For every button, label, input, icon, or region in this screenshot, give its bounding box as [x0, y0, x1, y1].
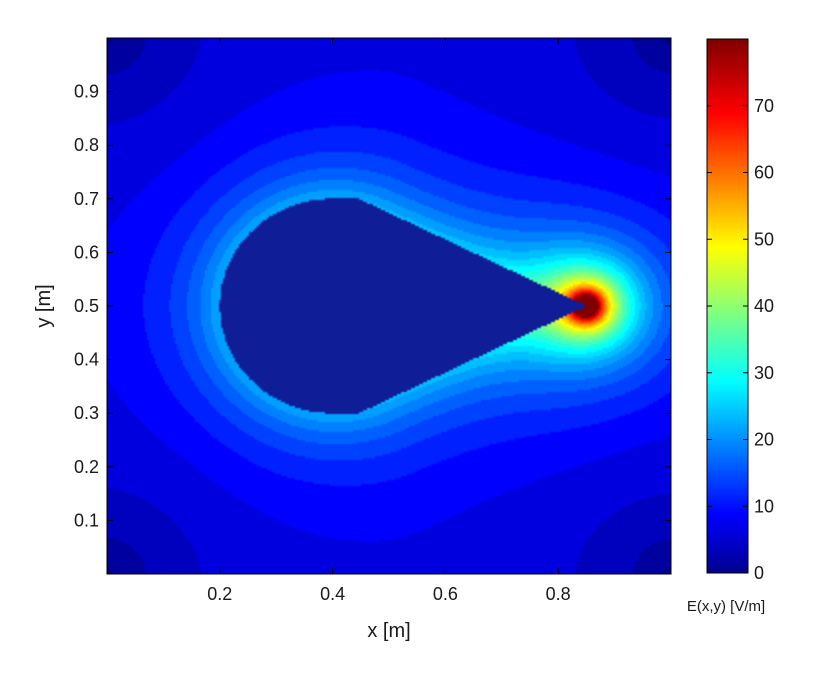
y-tick-label: 0.4 — [74, 350, 99, 370]
x-tick-label: 0.8 — [546, 584, 571, 604]
y-axis-label: y [m] — [33, 284, 55, 327]
colorbar-tick-label: 50 — [754, 229, 774, 249]
colorbar-tick-label: 60 — [754, 163, 774, 183]
x-tick-label: 0.6 — [433, 584, 458, 604]
y-tick-label: 0.1 — [74, 510, 99, 530]
y-axis-ticks: 0.1 0.2 0.3 0.4 0.5 0.6 0.7 0.8 0.9 — [74, 82, 671, 530]
colorbar-tick-label: 70 — [754, 96, 774, 116]
x-tick-label: 0.2 — [207, 584, 232, 604]
colorbar-tick-label: 40 — [754, 296, 774, 316]
heatmap-image — [107, 38, 671, 574]
y-tick-label: 0.8 — [74, 135, 99, 155]
x-axis-ticks: 0.2 0.4 0.6 0.8 — [207, 38, 571, 604]
x-axis-label: x [m] — [367, 620, 410, 642]
colorbar-tick-label: 10 — [754, 496, 774, 516]
colorbar-tick-label: 20 — [754, 430, 774, 450]
colorbar-label: E(x,y) [V/m] — [687, 598, 765, 615]
colorbar-tick-label: 0 — [754, 563, 764, 583]
y-tick-label: 0.7 — [74, 189, 99, 209]
y-tick-label: 0.9 — [74, 82, 99, 102]
x-tick-label: 0.4 — [320, 584, 345, 604]
colorbar-ticks: 0 10 20 30 40 50 60 70 — [707, 96, 774, 583]
y-tick-label: 0.3 — [74, 403, 99, 423]
y-tick-label: 0.2 — [74, 457, 99, 477]
colorbar — [706, 38, 749, 574]
colorbar-tick-label: 30 — [754, 363, 774, 383]
y-tick-label: 0.6 — [74, 242, 99, 262]
y-tick-label: 0.5 — [74, 296, 99, 316]
